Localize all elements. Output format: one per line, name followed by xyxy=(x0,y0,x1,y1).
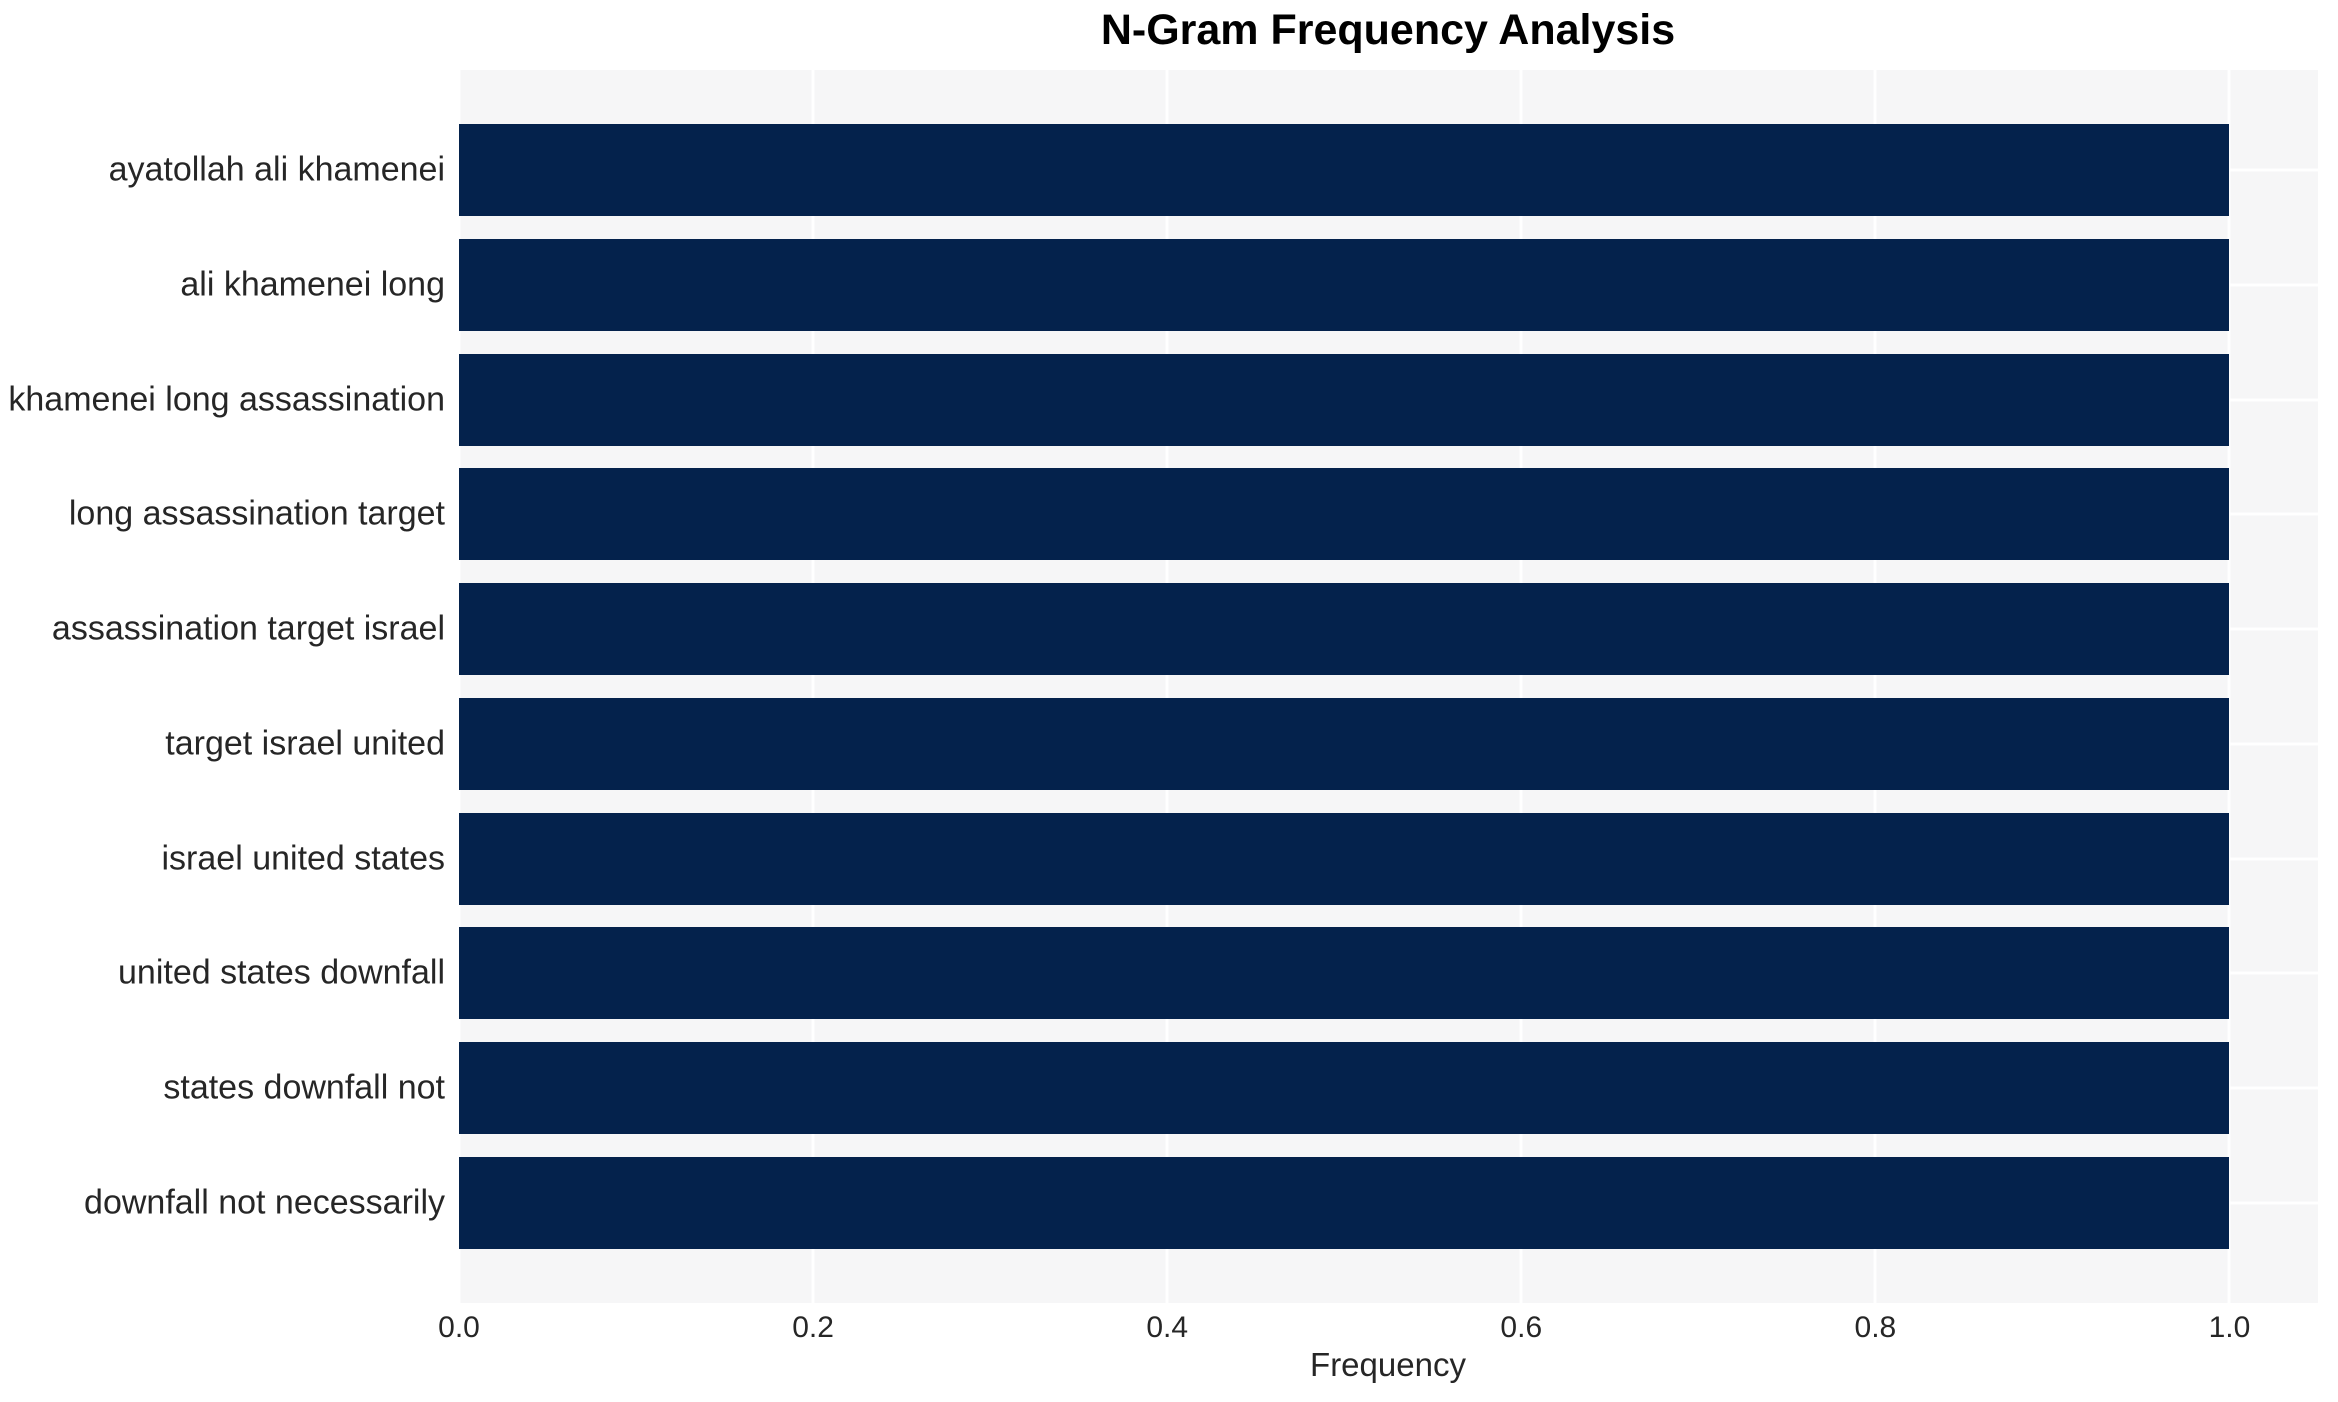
bar-ayatollah-ali-khamenei xyxy=(459,124,2230,216)
xtick-label-0.2: 0.2 xyxy=(792,1311,834,1344)
ytick-label-ali-khamenei-long: ali khamenei long xyxy=(180,265,445,304)
chart-title: N-Gram Frequency Analysis xyxy=(1100,6,1676,54)
ytick-label-long-assassination-target: long assassination target xyxy=(68,494,445,533)
vertical-gridline-0.8 xyxy=(1873,70,1877,1303)
bar-long-assassination-target xyxy=(459,468,2230,561)
bar-khamenei-long-assassination xyxy=(459,353,2230,446)
vertical-gridline-0.0 xyxy=(457,70,461,1303)
vertical-gridline-0.6 xyxy=(1519,70,1523,1303)
vertical-gridline-0.4 xyxy=(1165,70,1169,1303)
vertical-gridline-1.0 xyxy=(2227,70,2231,1303)
ytick-label-ayatollah-ali-khamenei: ayatollah ali khamenei xyxy=(108,150,445,189)
bar-target-israel-united xyxy=(459,697,2230,790)
xtick-label-0.6: 0.6 xyxy=(1500,1311,1543,1344)
ytick-label-khamenei-long-assassination: khamenei long assassination xyxy=(8,380,445,419)
xtick-label-0.8: 0.8 xyxy=(1854,1311,1897,1344)
xtick-label-1.0: 1.0 xyxy=(2208,1311,2251,1344)
ytick-label-downfall-not-necessarily: downfall not necessarily xyxy=(84,1183,445,1222)
vertical-gridline-0.2 xyxy=(811,70,815,1303)
bar-assassination-target-israel xyxy=(459,583,2230,676)
ytick-label-israel-united-states: israel united states xyxy=(161,839,446,878)
bar-israel-united-states xyxy=(459,812,2230,905)
plot-area xyxy=(457,70,2318,1303)
ytick-label-united-states-downfall: united states downfall xyxy=(118,953,445,992)
bar-united-states-downfall xyxy=(459,927,2230,1020)
bar-states-downfall-not xyxy=(459,1042,2230,1135)
ytick-label-assassination-target-israel: assassination target israel xyxy=(51,609,445,648)
bar-downfall-not-necessarily xyxy=(459,1157,2230,1249)
ytick-label-states-downfall-not: states downfall not xyxy=(163,1068,445,1107)
bar-ali-khamenei-long xyxy=(459,238,2230,331)
ytick-label-target-israel-united: target israel united xyxy=(165,724,445,763)
xtick-label-0.0: 0.0 xyxy=(438,1311,480,1344)
x-axis-title: Frequency xyxy=(1310,1346,1466,1383)
xtick-label-0.4: 0.4 xyxy=(1146,1311,1189,1344)
